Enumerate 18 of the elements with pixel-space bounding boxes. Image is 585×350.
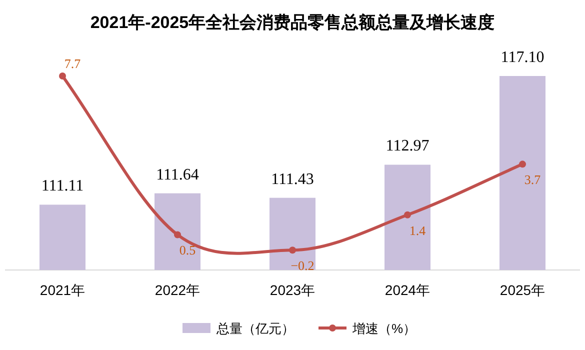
data-label: 1.4 [409, 222, 426, 238]
x-tick-label: 2023年 [270, 282, 316, 298]
data-label: 117.10 [500, 49, 544, 66]
data-label: 3.7 [524, 172, 542, 188]
data-label: 111.11 [41, 178, 84, 195]
data-label: 112.97 [386, 138, 430, 155]
data-label: 7.7 [64, 56, 82, 71]
x-tick-label: 2021年 [40, 282, 86, 298]
x-tick-label: 2022年 [154, 282, 200, 298]
data-label: 0.5 [179, 242, 196, 258]
data-label: 111.43 [271, 170, 314, 188]
x-tick-label: 2025年 [500, 282, 546, 298]
x-tick-label: 2024年 [384, 282, 430, 298]
legend-label: 增速（%） [352, 321, 416, 336]
data-label: −0.2 [290, 258, 314, 274]
chart-title: 2021年-2025年全社会消费品零售总额总量及增长速度 [90, 13, 495, 32]
legend-label: 总量（亿元） [216, 321, 294, 336]
data-label: 111.64 [156, 166, 199, 184]
